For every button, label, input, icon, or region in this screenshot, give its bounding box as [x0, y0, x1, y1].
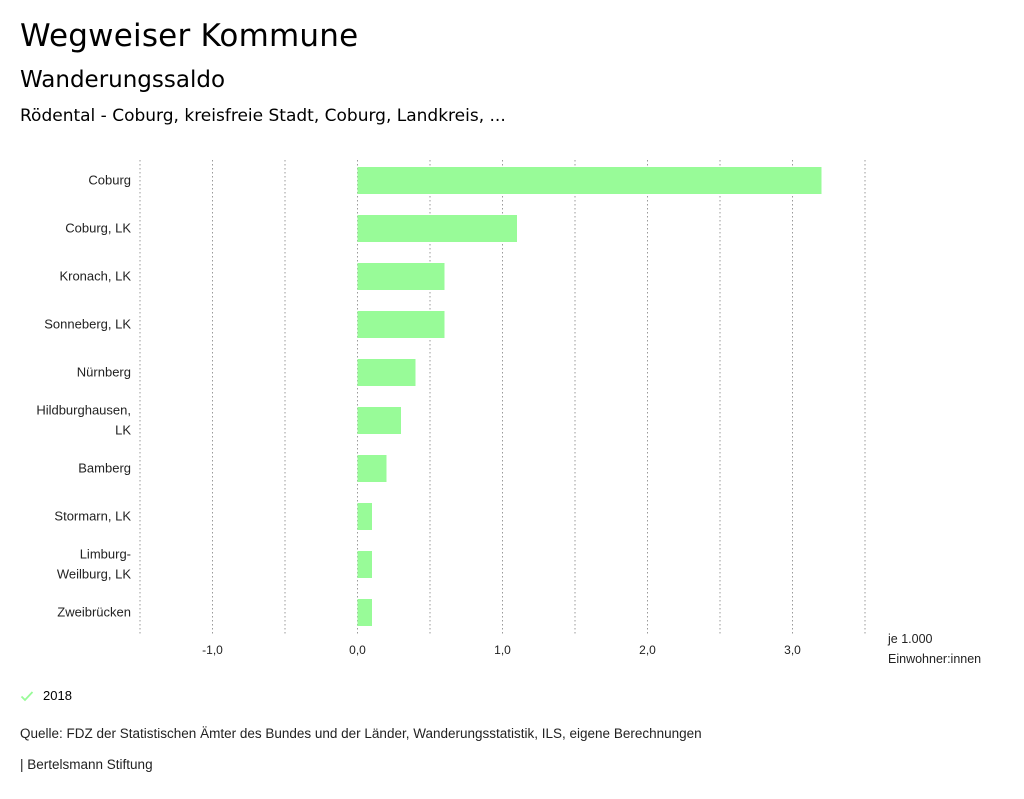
category-label-6: Bamberg — [78, 461, 131, 476]
bar-1[interactable] — [357, 215, 518, 242]
category-label-4: Nürnberg — [77, 365, 131, 380]
bar-series — [357, 167, 822, 626]
footer-credit: | Bertelsmann Stiftung — [20, 757, 153, 772]
bar-0[interactable] — [357, 167, 822, 194]
category-label-5: Hildburghausen, LK — [36, 403, 131, 438]
tick-label-3: 2,0 — [639, 643, 656, 657]
bar-chart: Coburg Coburg, LK Kronach, LK Sonneberg, LK… — [36, 160, 981, 666]
x-axis-unit-line-1: je 1.000 — [887, 632, 933, 646]
source-note: Quelle: FDZ der Statistischen Ämter des … — [20, 726, 702, 741]
page-title: Wegweiser Kommune — [20, 18, 359, 54]
category-labels: Coburg Coburg, LK Kronach, LK Sonneberg, LK… — [36, 173, 131, 620]
chart-subtitle: Wanderungssaldo — [20, 67, 226, 93]
tick-labels: -1,0 0,0 1,0 2,0 3,0 — [202, 643, 801, 657]
category-label-7: Stormarn, LK — [54, 509, 131, 524]
x-axis-unit-line-2: Einwohner:innen — [888, 652, 981, 666]
tick-label-1: 0,0 — [349, 643, 366, 657]
tick-label-2: 1,0 — [494, 643, 511, 657]
bar-9[interactable] — [357, 599, 373, 626]
bar-5[interactable] — [357, 407, 402, 434]
bar-8[interactable] — [357, 551, 373, 578]
tick-label-0: -1,0 — [202, 643, 223, 657]
category-label-9: Zweibrücken — [57, 605, 131, 620]
check-icon — [20, 690, 34, 701]
bar-6[interactable] — [357, 455, 387, 482]
bar-3[interactable] — [357, 311, 445, 338]
bar-4[interactable] — [357, 359, 416, 386]
legend[interactable]: 2018 — [20, 688, 72, 703]
tick-label-4: 3,0 — [784, 643, 801, 657]
legend-label-2018: 2018 — [43, 688, 72, 703]
category-label-8: Limburg-Weilburg, LK — [57, 547, 132, 582]
category-label-2: Kronach, LK — [59, 269, 131, 284]
bar-7[interactable] — [357, 503, 373, 530]
region-selection[interactable]: Rödental - Coburg, kreisfreie Stadt, Cob… — [20, 106, 506, 126]
category-label-1: Coburg, LK — [65, 221, 131, 236]
category-label-0: Coburg — [88, 173, 131, 188]
category-label-3: Sonneberg, LK — [44, 317, 131, 332]
bar-2[interactable] — [357, 263, 445, 290]
